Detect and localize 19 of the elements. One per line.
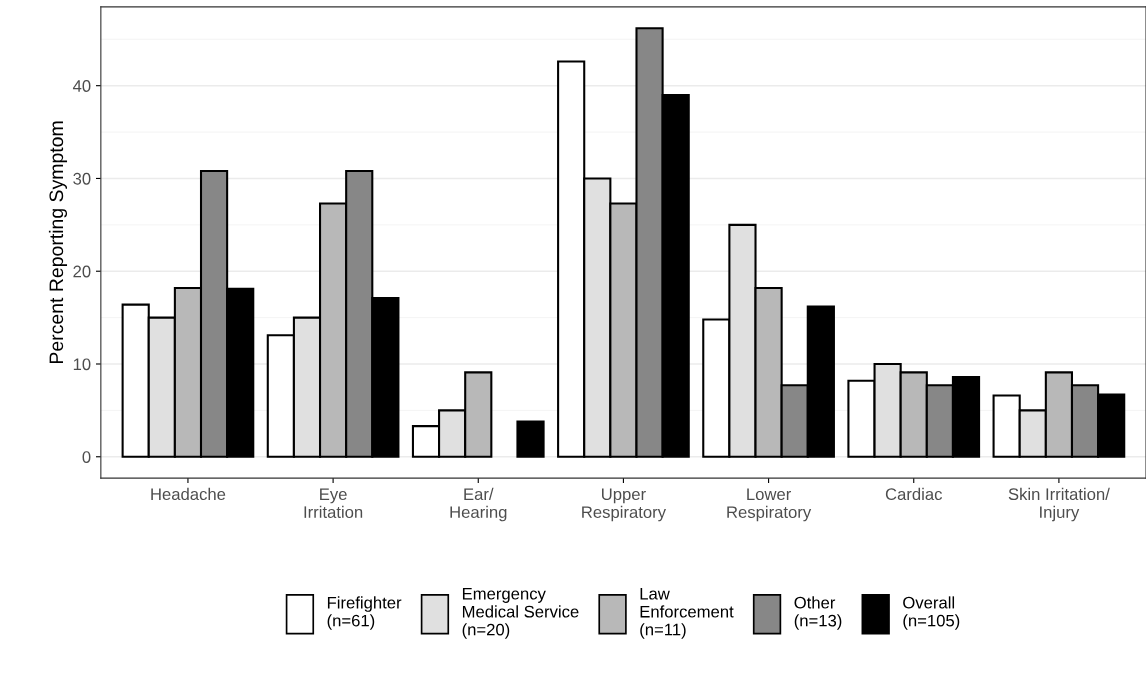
x-tick-label: Ear/ Hearing bbox=[450, 487, 507, 522]
y-tick-label: 40 bbox=[72, 80, 91, 92]
legend-label: Law Enforcement (n=11) bbox=[640, 587, 734, 639]
x-tick-label: Skin Irritation/ Injury bbox=[1008, 487, 1110, 522]
y-axis-title: Percent Reporting Symptom bbox=[48, 121, 68, 363]
x-tick-label: Eye Irritation bbox=[304, 488, 363, 519]
legend-label: Firefighter (n=61) bbox=[327, 596, 402, 630]
x-tick-label: Cardiac bbox=[885, 487, 943, 501]
y-tick-label: 0 bbox=[82, 451, 91, 463]
y-tick-label: 20 bbox=[73, 265, 91, 278]
x-tick-label: Lower Respiratory bbox=[727, 488, 812, 522]
x-tick-label: Upper Respiratory bbox=[582, 488, 666, 522]
y-tick-label: 30 bbox=[73, 172, 91, 185]
x-tick-label: Headache bbox=[151, 487, 226, 501]
legend-label: Emergency Medical Service (n=20) bbox=[462, 587, 579, 639]
legend-label: Overall (n=105) bbox=[903, 596, 960, 630]
y-tick-label: 10 bbox=[73, 358, 91, 371]
bar bbox=[516, 420, 545, 458]
legend-label: Other (n=13) bbox=[794, 596, 842, 630]
